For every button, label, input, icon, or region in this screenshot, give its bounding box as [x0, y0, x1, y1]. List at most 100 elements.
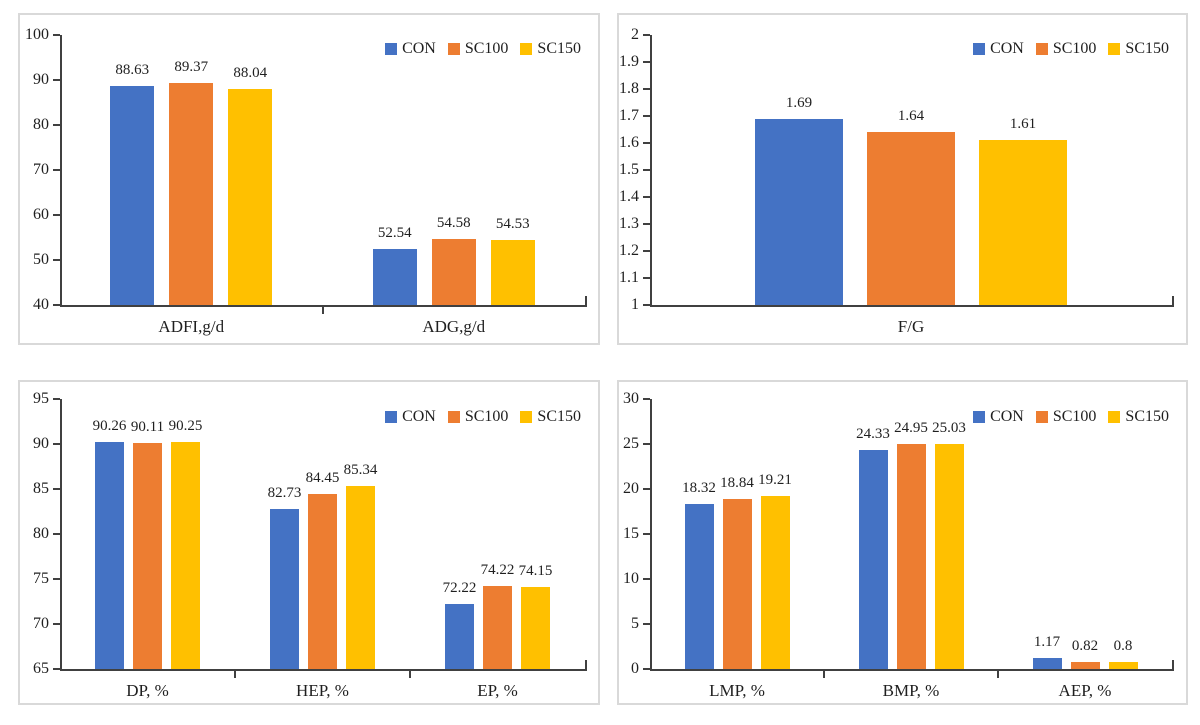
axis-end-tick [585, 660, 587, 669]
y-tick-mark [643, 443, 650, 445]
legend-label: CON [990, 408, 1024, 425]
bar-sc100-1 [308, 493, 337, 669]
value-label: 90.25 [168, 417, 203, 434]
legend-swatch-sc150 [520, 43, 533, 55]
y-tick-mark [53, 304, 60, 306]
legend-item: SC100 [447, 40, 509, 57]
legend-item: CON [385, 409, 436, 425]
legend-label: SC150 [1125, 408, 1169, 425]
y-tick-mark [53, 124, 60, 126]
value-label: 18.84 [720, 475, 754, 492]
legend: CON SC100 SC150 [973, 409, 1169, 425]
legend-item: SC100 [1035, 41, 1096, 57]
y-tick-label: 1.7 [619, 107, 639, 124]
value-label: 0.8 [1113, 637, 1133, 654]
legend-swatch-sc100 [447, 411, 460, 423]
category-label: AEP, % [1058, 681, 1112, 700]
legend-item: CON [385, 41, 436, 57]
y-tick-label: 85 [33, 480, 49, 497]
x-axis-line [650, 669, 1174, 671]
y-tick-mark [643, 488, 650, 490]
value-label: 24.95 [894, 420, 928, 437]
bar-sc150-1 [934, 443, 964, 669]
y-tick-label: 1.2 [619, 242, 639, 259]
y-tick-mark [53, 214, 60, 216]
y-tick-mark [643, 304, 650, 306]
y-tick-label: 80 [33, 525, 49, 542]
legend-item: SC150 [520, 41, 581, 57]
panel-muscle-percentages: 30 25 20 15 10 5 0 18.32 24.33 1.17 18.84 24.95 0.82… [617, 380, 1188, 705]
bar-sc100-0 [169, 82, 214, 305]
y-tick-label: 80 [33, 116, 49, 133]
category-boundary-tick [409, 671, 411, 678]
y-tick-label: 70 [33, 161, 49, 178]
bar-sc100-2 [483, 586, 512, 669]
y-tick-mark [53, 533, 60, 535]
y-tick-label: 15 [623, 525, 639, 542]
legend-swatch-con [385, 411, 398, 423]
y-tick-label: 60 [33, 206, 49, 223]
chart-lmp-bmp-aep: 30 25 20 15 10 5 0 18.32 24.33 1.17 18.84 24.95 0.82… [619, 382, 1186, 703]
value-label: 52.54 [377, 224, 412, 241]
category-label: LMP, % [709, 681, 765, 700]
y-tick-label: 0 [631, 660, 639, 677]
y-tick-label: 25 [623, 435, 639, 452]
bar-sc150-0 [171, 441, 200, 669]
value-label: 89.37 [174, 58, 209, 75]
y-tick-label: 1.8 [619, 80, 639, 97]
category-boundary-tick [234, 671, 236, 678]
y-tick-label: 90 [33, 435, 49, 452]
panel-dressing-percentages: 95 90 85 80 75 70 65 90.26 82.73 72.22 90.11 84.45 7… [18, 380, 600, 705]
legend-swatch-sc150 [520, 411, 533, 423]
bar-con-2 [445, 604, 474, 669]
y-tick-label: 1.1 [619, 269, 639, 286]
y-tick-label: 10 [623, 570, 639, 587]
value-label: 74.22 [480, 562, 515, 579]
y-tick-mark [643, 142, 650, 144]
legend-label: SC150 [537, 408, 581, 425]
y-tick-mark [643, 61, 650, 63]
axis-end-tick [1172, 660, 1174, 669]
legend-label: SC100 [1052, 408, 1097, 425]
y-tick-label: 1 [631, 296, 639, 313]
y-tick-mark [643, 196, 650, 198]
legend-label: CON [402, 408, 436, 425]
legend-swatch-sc100 [1035, 411, 1048, 423]
y-tick-mark [643, 169, 650, 171]
y-tick-mark [53, 169, 60, 171]
value-label: 74.15 [518, 562, 553, 579]
y-tick-label: 100 [25, 26, 49, 43]
y-tick-label: 70 [33, 615, 49, 632]
y-tick-label: 90 [33, 71, 49, 88]
y-tick-mark [643, 578, 650, 580]
bar-sc100-1 [896, 444, 926, 669]
y-tick-mark [53, 578, 60, 580]
chart-adfi-adg: 100 90 80 70 60 50 40 88.63 52.54 89.37 54.58 88.04… [20, 15, 598, 343]
y-tick-label: 65 [33, 660, 49, 677]
bar-sc150-1 [346, 485, 375, 669]
legend-item: SC150 [520, 409, 581, 425]
legend-label: CON [402, 40, 436, 57]
category-boundary-tick [321, 307, 324, 314]
bar-sc100-2 [1070, 661, 1100, 669]
value-label: 88.63 [115, 62, 150, 79]
legend-label: SC100 [464, 40, 509, 57]
value-label: 1.64 [897, 108, 925, 125]
bar-sc150-0 [228, 88, 273, 305]
legend-swatch-con [385, 43, 398, 55]
y-tick-mark [643, 277, 650, 279]
bar-sc150-0 [760, 496, 790, 669]
bar-sc150-2 [521, 586, 550, 669]
x-axis-line [60, 669, 587, 671]
y-tick-label: 1.6 [619, 134, 639, 151]
y-tick-mark [643, 223, 650, 225]
legend-label: CON [990, 40, 1024, 57]
value-label: 84.45 [305, 469, 340, 486]
bar-sc150-0 [979, 140, 1067, 305]
bar-sc100-0 [867, 132, 955, 305]
y-tick-mark [53, 398, 60, 400]
value-label: 54.53 [495, 215, 530, 232]
value-label: 25.03 [932, 419, 966, 436]
legend-swatch-sc100 [447, 43, 460, 55]
